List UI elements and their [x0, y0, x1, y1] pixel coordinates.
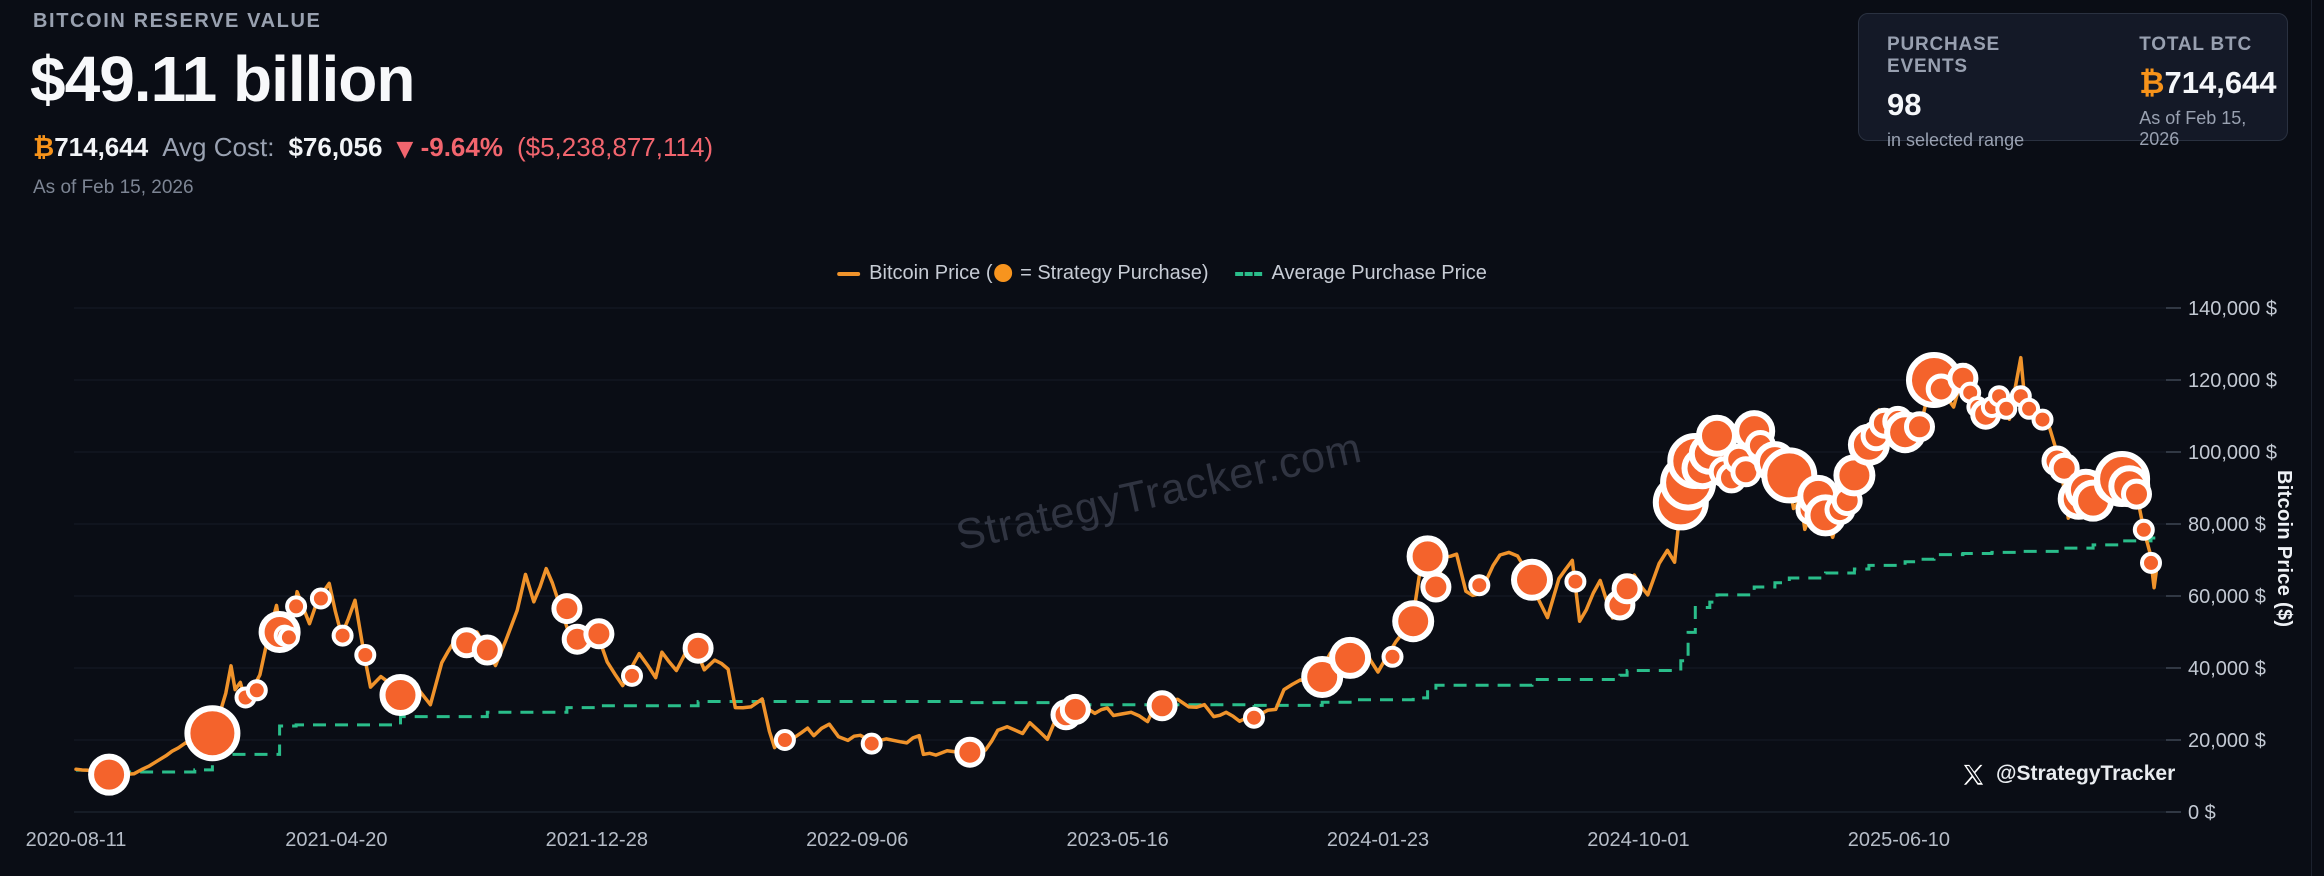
purchase-marker[interactable]	[277, 626, 300, 649]
y-tick-label: 120,000 $	[2188, 370, 2277, 392]
y-tick-label: 140,000 $	[2188, 298, 2277, 320]
purchase-marker[interactable]	[1381, 645, 1404, 668]
y-tick-label: 40,000 $	[2188, 658, 2266, 680]
avg-cost-label: Avg Cost:	[162, 132, 275, 162]
purchase-marker[interactable]	[860, 732, 883, 755]
total-btc-label: TOTAL BTC	[2139, 34, 2252, 55]
purchase-marker[interactable]	[309, 587, 332, 610]
purchase-marker[interactable]	[1564, 570, 1587, 593]
purchase-marker[interactable]	[88, 753, 131, 796]
attribution: @StrategyTracker	[1962, 762, 2175, 786]
purchase-marker[interactable]	[1611, 573, 1643, 605]
change-absolute: ($5,238,877,114)	[516, 132, 714, 162]
stats-panel: PURCHASE EVENTS 98 in selected range TOT…	[1858, 13, 2288, 150]
purchase-marker[interactable]	[2031, 408, 2054, 431]
purchase-marker[interactable]	[2048, 452, 2080, 484]
purchase-marker[interactable]	[2121, 478, 2152, 510]
purchase-marker[interactable]	[621, 664, 643, 687]
x-tick-label: 2021-12-28	[546, 829, 648, 851]
purchase-dot-icon	[994, 264, 1013, 282]
purchase-marker[interactable]	[954, 736, 986, 768]
legend-bitcoin-price[interactable]: Bitcoin Price ( = Strategy Purchase)	[869, 262, 1209, 284]
purchase-marker[interactable]	[2132, 518, 2155, 541]
purchase-events-label: PURCHASE EVENTS	[1887, 34, 2001, 77]
y-tick-label: 20,000 $	[2188, 730, 2266, 752]
price-line-swatch-icon	[837, 271, 861, 276]
right-edge-divider	[2311, 0, 2312, 876]
x-tick-label: 2021-04-20	[285, 829, 387, 851]
avg-cost-value: $76,056	[288, 132, 383, 162]
down-triangle-icon: ▼	[396, 137, 414, 162]
purchase-marker[interactable]	[245, 679, 268, 702]
purchase-events-sub: in selected range	[1887, 130, 2025, 150]
page-title: BITCOIN RESERVE VALUE	[33, 10, 322, 32]
y-axis-title: Bitcoin Price ($)	[2273, 470, 2295, 628]
purchase-marker[interactable]	[354, 644, 377, 666]
purchase-marker[interactable]	[1420, 571, 1452, 603]
y-tick-label: 60,000 $	[2188, 586, 2266, 608]
y-tick-label: 0 $	[2188, 802, 2216, 824]
x-tick-label: 2024-01-23	[1327, 829, 1429, 851]
btc-holdings: ₿714,644	[33, 132, 148, 163]
purchase-marker[interactable]	[1146, 690, 1178, 722]
purchase-marker[interactable]	[471, 634, 503, 666]
holdings-summary-row: ₿714,644 Avg Cost: $76,056 ▼ -9.64% ($5,…	[33, 132, 713, 163]
x-tick-label: 2022-09-06	[806, 829, 908, 851]
purchase-marker[interactable]	[1995, 397, 2018, 420]
total-btc-value: ₿714,644	[2139, 65, 2277, 101]
average-purchase-price-line	[76, 536, 2158, 774]
y-tick-label: 80,000 $	[2188, 514, 2266, 536]
total-btc-sub: As of Feb 15, 2026	[2139, 108, 2247, 149]
btc-symbol-icon: ₿	[33, 133, 55, 163]
chart-legend: Bitcoin Price ( = Strategy Purchase) Ave…	[837, 262, 1487, 285]
purchase-marker[interactable]	[285, 595, 308, 618]
legend-average-purchase-price[interactable]: Average Purchase Price	[1271, 262, 1487, 284]
purchase-marker[interactable]	[682, 632, 714, 664]
purchase-marker[interactable]	[1329, 636, 1372, 679]
purchase-marker[interactable]	[1059, 693, 1091, 725]
purchase-marker[interactable]	[2140, 551, 2162, 574]
attribution-handle[interactable]: @StrategyTracker	[1996, 762, 2176, 785]
purchase-marker[interactable]	[1392, 600, 1435, 643]
purchase-marker[interactable]	[184, 705, 241, 762]
purchase-marker[interactable]	[583, 618, 615, 650]
change-percent: ▼ -9.64%	[396, 132, 503, 162]
x-logo-icon	[1963, 764, 1984, 785]
avg-line-swatch-icon	[1235, 271, 1263, 276]
purchase-marker[interactable]	[379, 674, 422, 716]
btc-amount: 714,644	[54, 132, 149, 162]
purchase-marker[interactable]	[1468, 574, 1491, 597]
x-tick-label: 2023-05-16	[1066, 829, 1168, 851]
as-of-date: As of Feb 15, 2026	[33, 177, 194, 198]
x-tick-label: 2024-10-01	[1587, 829, 1689, 851]
stat-purchase-events: PURCHASE EVENTS 98 in selected range	[1887, 34, 2081, 150]
bitcoin-price-line	[74, 355, 2159, 778]
purchase-marker[interactable]	[773, 729, 796, 751]
reserve-value: $49.11 billion	[30, 43, 415, 115]
y-tick-label: 100,000 $	[2188, 442, 2277, 464]
purchase-events-value: 98	[1887, 87, 1922, 122]
purchase-marker[interactable]	[1511, 558, 1553, 601]
stat-total-btc: TOTAL BTC ₿714,644 As of Feb 15, 2026	[2139, 34, 2287, 149]
btc-symbol-icon: ₿	[2139, 65, 2165, 101]
purchase-marker[interactable]	[1301, 656, 1344, 698]
purchase-marker[interactable]	[1243, 706, 1265, 729]
x-tick-label: 2025-06-10	[1848, 829, 1950, 851]
purchase-marker[interactable]	[1904, 411, 1935, 443]
purchase-marker[interactable]	[331, 624, 354, 647]
purchase-marker[interactable]	[551, 593, 583, 625]
purchase-marker[interactable]	[1406, 535, 1449, 578]
x-tick-label: 2020-08-11	[26, 829, 127, 851]
